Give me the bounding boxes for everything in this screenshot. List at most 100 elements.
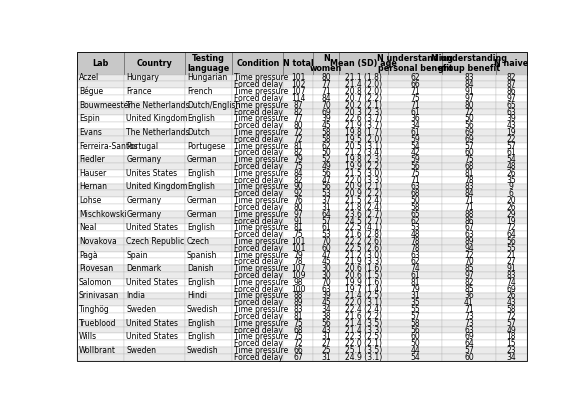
Bar — [185, 272, 232, 279]
Bar — [283, 231, 313, 238]
Text: 53: 53 — [410, 223, 420, 232]
Bar — [496, 333, 527, 340]
Bar — [496, 211, 527, 218]
Bar — [232, 340, 283, 347]
Bar — [232, 170, 283, 177]
Bar — [283, 170, 313, 177]
Bar — [283, 149, 313, 156]
Bar — [125, 88, 185, 95]
Text: 66: 66 — [293, 346, 303, 355]
Text: 75: 75 — [293, 230, 303, 239]
Bar — [185, 184, 232, 190]
Bar — [496, 347, 527, 354]
Text: United States: United States — [126, 278, 178, 287]
Text: 84: 84 — [322, 94, 331, 103]
Bar — [125, 102, 185, 109]
Text: 73: 73 — [464, 312, 474, 321]
Bar — [442, 231, 496, 238]
Bar — [283, 88, 313, 95]
Text: Condition: Condition — [236, 59, 279, 68]
Text: N total: N total — [283, 59, 313, 68]
Bar — [339, 102, 388, 109]
Text: 78: 78 — [410, 244, 420, 253]
Text: 73: 73 — [464, 319, 474, 328]
Text: 27: 27 — [322, 339, 331, 348]
Bar — [185, 129, 232, 136]
Bar — [339, 293, 388, 300]
Bar — [442, 293, 496, 300]
Text: 21.2 (3.0): 21.2 (3.0) — [345, 251, 382, 260]
Bar — [496, 340, 527, 347]
Bar — [313, 279, 339, 286]
Text: 20.3 (2.3): 20.3 (2.3) — [345, 107, 382, 116]
Text: 53: 53 — [322, 189, 331, 198]
Bar — [283, 340, 313, 347]
Bar — [388, 52, 442, 74]
Text: 43: 43 — [506, 121, 516, 130]
Text: 63: 63 — [464, 230, 474, 239]
Bar — [442, 245, 496, 252]
Bar — [442, 184, 496, 190]
Text: 20: 20 — [506, 196, 516, 205]
Bar — [125, 177, 185, 184]
Bar — [232, 143, 283, 149]
Bar — [496, 224, 527, 231]
Text: 71: 71 — [410, 87, 420, 96]
Text: Forced delay: Forced delay — [234, 94, 283, 103]
Text: 61: 61 — [322, 223, 331, 232]
Text: 21.4 (2.0): 21.4 (2.0) — [345, 80, 382, 89]
Text: German: German — [187, 210, 218, 219]
Bar — [77, 204, 125, 211]
Bar — [313, 354, 339, 361]
Bar — [442, 143, 496, 149]
Bar — [125, 252, 185, 258]
Text: 101: 101 — [291, 244, 306, 253]
Bar — [388, 333, 442, 340]
Bar — [313, 156, 339, 163]
Text: 19.8 (1.7): 19.8 (1.7) — [345, 128, 382, 137]
Bar — [283, 306, 313, 313]
Bar — [77, 81, 125, 88]
Bar — [388, 136, 442, 143]
Bar — [185, 74, 232, 81]
Bar — [496, 136, 527, 143]
Text: 24.9 (3.1): 24.9 (3.1) — [345, 353, 382, 362]
Bar — [388, 116, 442, 122]
Text: 75: 75 — [464, 155, 474, 164]
Bar — [388, 197, 442, 204]
Bar — [313, 170, 339, 177]
Text: 70: 70 — [322, 101, 331, 110]
Bar — [125, 190, 185, 197]
Text: Dutch: Dutch — [187, 128, 210, 137]
Bar — [339, 265, 388, 272]
Bar — [232, 211, 283, 218]
Bar — [77, 136, 125, 143]
Text: 43: 43 — [322, 326, 331, 335]
Bar — [283, 136, 313, 143]
Bar — [125, 340, 185, 347]
Text: Germany: Germany — [126, 196, 162, 205]
Text: English: English — [187, 278, 215, 287]
Text: English: English — [187, 169, 215, 178]
Bar — [185, 88, 232, 95]
Text: 91: 91 — [293, 217, 303, 225]
Bar — [185, 258, 232, 265]
Bar — [77, 306, 125, 313]
Text: 35: 35 — [506, 176, 516, 185]
Bar — [339, 81, 388, 88]
Bar — [283, 293, 313, 300]
Bar — [339, 116, 388, 122]
Text: Hernan: Hernan — [79, 182, 107, 191]
Bar — [388, 265, 442, 272]
Text: Germany: Germany — [126, 210, 162, 219]
Text: Hungarian: Hungarian — [187, 73, 227, 83]
Bar — [185, 116, 232, 122]
Text: Time pressure: Time pressure — [234, 73, 289, 83]
Text: 21.9 (3.7): 21.9 (3.7) — [345, 121, 382, 130]
Text: 21.8 (2.4): 21.8 (2.4) — [345, 203, 382, 212]
Text: 22.2 (2.6): 22.2 (2.6) — [345, 237, 382, 246]
Bar — [232, 300, 283, 306]
Text: 60: 60 — [464, 353, 474, 362]
Text: 45: 45 — [322, 298, 331, 307]
Bar — [339, 122, 388, 129]
